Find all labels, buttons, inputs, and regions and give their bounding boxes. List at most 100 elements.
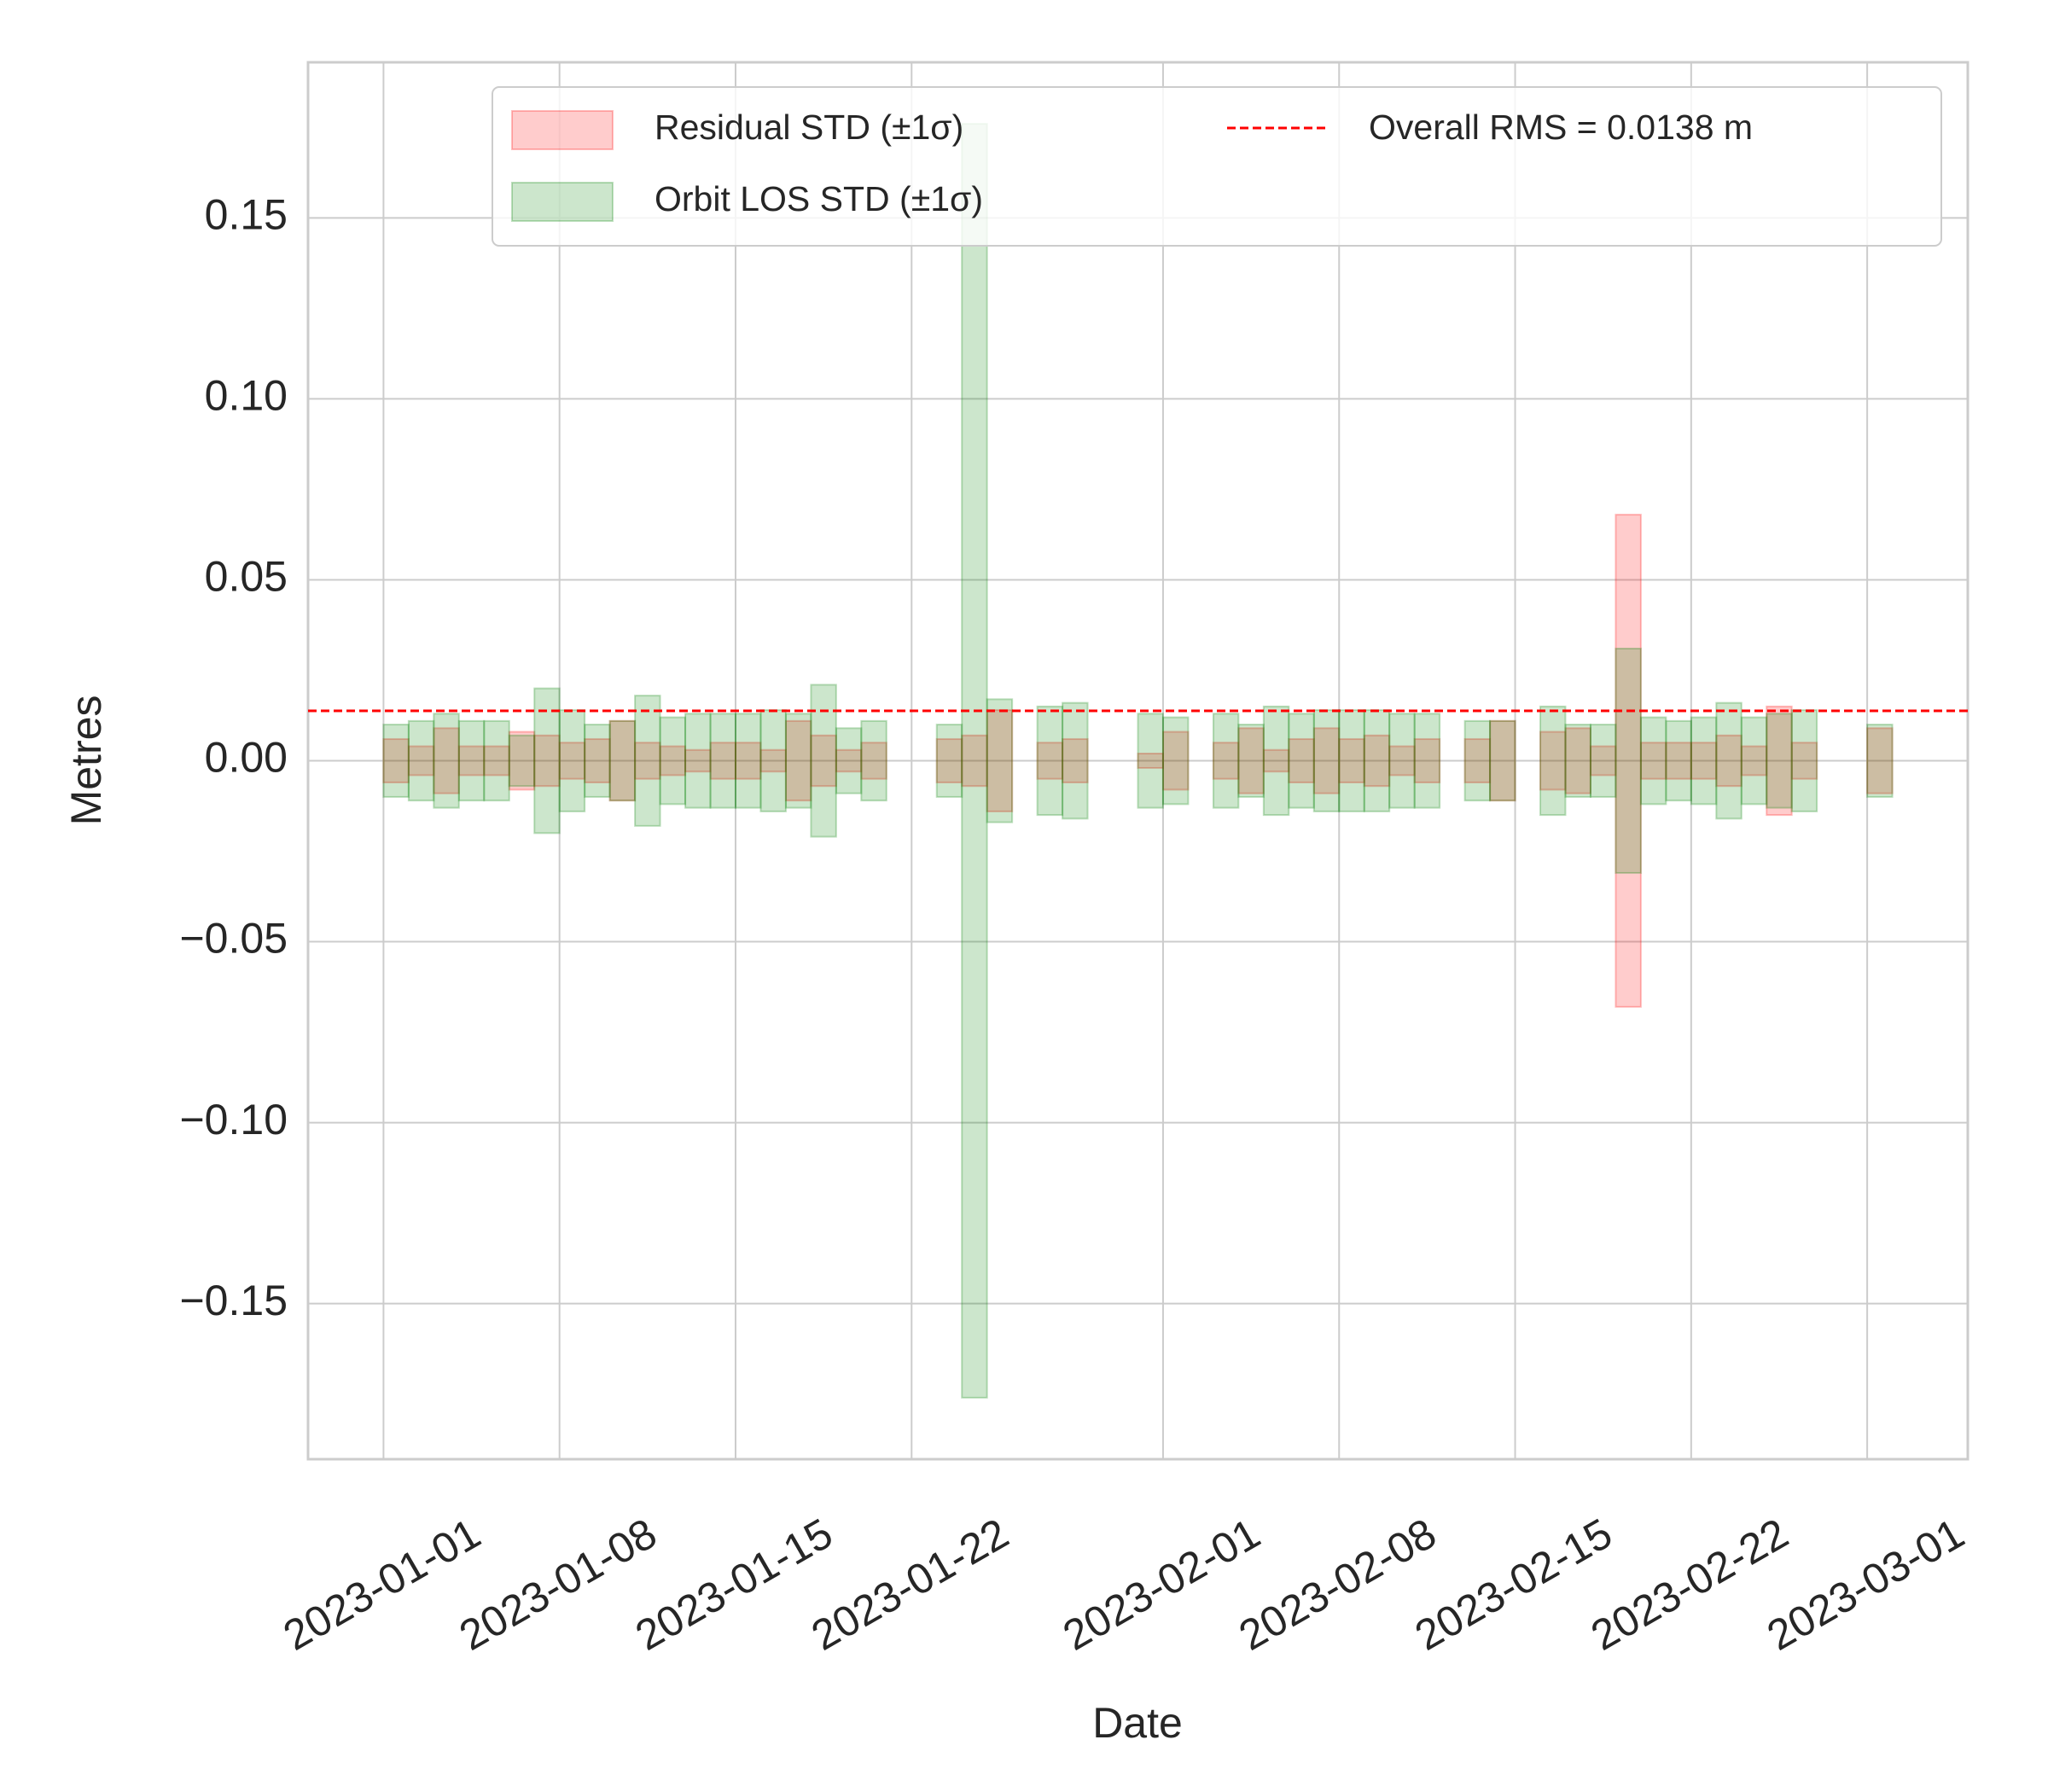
std-bar — [1639, 742, 1667, 780]
y-tick-label: 0.00 — [205, 734, 288, 782]
y-tick-label: −0.15 — [179, 1277, 288, 1324]
std-bar — [457, 719, 486, 802]
std-bar — [1062, 738, 1089, 783]
std-bar — [608, 719, 637, 802]
std-bar — [483, 719, 510, 802]
std-bar — [1690, 742, 1718, 780]
y-tick-label: 0.15 — [205, 191, 288, 239]
std-bar — [533, 734, 561, 788]
std-bar — [1363, 709, 1391, 812]
std-bar — [634, 695, 661, 827]
std-bar — [1715, 701, 1743, 820]
std-bar — [1665, 719, 1692, 802]
std-bar — [1715, 734, 1743, 788]
std-bar — [608, 719, 637, 802]
y-tick-label: 0.10 — [205, 372, 288, 420]
std-bar — [1161, 716, 1190, 806]
std-bar — [1237, 724, 1265, 798]
std-bar — [1137, 713, 1164, 809]
std-bar — [1338, 738, 1365, 783]
std-bar — [407, 745, 435, 777]
std-bar — [835, 727, 863, 794]
std-bar — [1062, 701, 1089, 820]
std-bar — [659, 716, 687, 806]
legend-swatch — [511, 182, 614, 222]
std-bar — [558, 709, 586, 812]
std-bar — [1212, 742, 1240, 780]
std-bar — [1866, 727, 1894, 794]
std-bar — [1790, 742, 1818, 780]
std-bar — [784, 719, 812, 802]
std-bar — [659, 745, 687, 777]
std-bar — [759, 748, 787, 773]
std-bar — [1489, 719, 1516, 802]
std-bar — [1262, 748, 1290, 773]
std-bar — [433, 727, 460, 794]
std-bar — [1388, 713, 1416, 809]
std-bar — [382, 738, 410, 783]
std-bar — [961, 734, 988, 788]
std-bar — [684, 713, 712, 809]
std-bar — [1463, 738, 1492, 783]
std-bar — [784, 713, 812, 809]
y-tick-label: 0.05 — [205, 553, 288, 601]
std-bar — [1413, 738, 1441, 783]
legend-label: Residual STD (±1σ) — [655, 108, 963, 147]
std-bar — [584, 724, 611, 798]
std-bar — [634, 742, 661, 780]
std-bar — [709, 742, 736, 780]
std-bar — [709, 713, 736, 809]
std-bar — [1363, 734, 1391, 788]
std-bar — [508, 730, 536, 791]
std-bar — [1137, 753, 1164, 769]
std-bar — [1338, 709, 1365, 812]
std-bar — [1212, 713, 1240, 809]
plot-frame — [306, 61, 1969, 1461]
std-bar — [1690, 716, 1718, 806]
std-bar — [986, 698, 1014, 823]
std-bar — [810, 734, 837, 788]
std-bar — [759, 709, 787, 812]
std-bar — [457, 745, 486, 777]
std-bar — [935, 738, 963, 783]
std-bar — [1589, 745, 1617, 777]
std-bar — [1288, 713, 1315, 809]
std-bar — [1312, 727, 1341, 794]
std-bar — [1766, 713, 1793, 809]
std-bar — [1388, 745, 1416, 777]
std-bar — [1639, 716, 1667, 806]
std-bar — [1539, 705, 1567, 817]
std-bar — [1564, 724, 1591, 798]
std-bar — [433, 713, 460, 809]
legend-box — [492, 86, 1942, 247]
std-bar — [1413, 713, 1441, 809]
std-bar — [1262, 705, 1290, 817]
std-bar — [1237, 727, 1265, 794]
std-bar — [961, 123, 988, 1399]
std-bar — [1489, 719, 1516, 802]
std-bar — [382, 724, 410, 798]
std-bar — [1740, 716, 1768, 806]
std-bar — [533, 687, 561, 835]
std-bar — [935, 724, 963, 798]
legend-swatch — [511, 110, 614, 150]
std-bar — [1312, 709, 1341, 812]
std-bar — [1036, 705, 1064, 817]
std-bar — [1740, 745, 1768, 777]
std-bar — [1589, 724, 1617, 798]
std-bar — [1288, 738, 1315, 783]
std-bar — [810, 684, 837, 838]
y-tick-label: −0.10 — [179, 1096, 288, 1143]
std-bar — [684, 748, 712, 773]
std-bar — [1615, 648, 1642, 874]
y-tick-label: −0.05 — [179, 915, 288, 963]
x-axis-label: Date — [1092, 1699, 1183, 1747]
legend-label: Overall RMS = 0.0138 m — [1369, 108, 1753, 147]
std-bar — [584, 738, 611, 783]
std-bar — [1790, 709, 1818, 812]
std-bar — [1036, 742, 1064, 780]
std-bar — [508, 734, 536, 788]
std-bar — [483, 745, 510, 777]
